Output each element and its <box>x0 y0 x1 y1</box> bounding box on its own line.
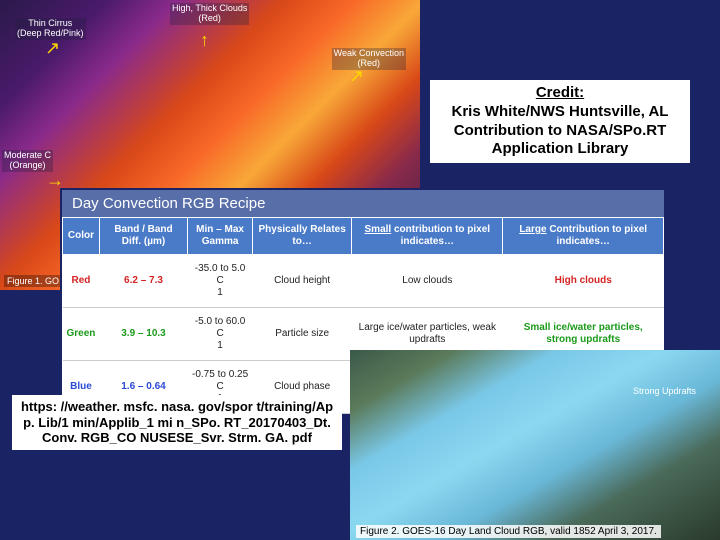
table-cell: -5.0 to 60.0 C1 <box>188 308 253 361</box>
recipe-table-title: Day Convection RGB Recipe <box>62 190 664 217</box>
figure-1-caption: Figure 1. GO <box>4 275 62 287</box>
fig1-annotation-cirrus: Thin Cirrus(Deep Red/Pink) <box>15 18 86 40</box>
table-cell: -35.0 to 5.0 C1 <box>188 255 253 308</box>
figure-2-caption: Figure 2. GOES-16 Day Land Cloud RGB, va… <box>356 525 661 538</box>
credit-line-1: Kris White/NWS Huntsville, AL <box>436 103 684 122</box>
arrow-icon: ↗ <box>349 66 364 87</box>
url-text: https: //weather. msfc. nasa. gov/spor t… <box>12 395 342 450</box>
table-row: Red6.2 – 7.3-35.0 to 5.0 C1Cloud heightL… <box>63 255 664 308</box>
table-header-cell: Color <box>63 218 100 255</box>
table-header-cell: Small contribution to pixel indicates… <box>352 218 503 255</box>
table-header-cell: Large Contribution to pixel indicates… <box>503 218 664 255</box>
table-header-cell: Band / Band Diff. (µm) <box>99 218 187 255</box>
arrow-icon: ↗ <box>45 38 60 59</box>
fig1-annotation-moderate: Moderate C(Orange) <box>2 150 53 172</box>
arrow-icon: ↑ <box>200 30 209 51</box>
credit-line-3: Application Library <box>436 140 684 159</box>
table-cell: Green <box>63 308 100 361</box>
table-cell: High clouds <box>503 255 664 308</box>
table-header-row: ColorBand / Band Diff. (µm)Min – MaxGamm… <box>63 218 664 255</box>
table-cell: 6.2 – 7.3 <box>99 255 187 308</box>
credit-title: Credit: <box>436 84 684 103</box>
table-cell: Red <box>63 255 100 308</box>
table-cell: Cloud height <box>253 255 352 308</box>
table-cell: 3.9 – 10.3 <box>99 308 187 361</box>
credit-box: Credit: Kris White/NWS Huntsville, AL Co… <box>430 80 690 163</box>
table-cell: Particle size <box>253 308 352 361</box>
credit-line-2: Contribution to NASA/SPo.RT <box>436 122 684 141</box>
table-cell: Low clouds <box>352 255 503 308</box>
table-header-cell: Physically Relates to… <box>253 218 352 255</box>
satellite-figure-2: Strong Updrafts Figure 2. GOES-16 Day La… <box>350 350 720 540</box>
fig2-annotation-updrafts: Strong Updrafts <box>633 386 696 396</box>
table-header-cell: Min – MaxGamma <box>188 218 253 255</box>
fig1-annotation-high-thick: High, Thick Clouds(Red) <box>170 3 249 25</box>
fig1-annotation-weak-conv: Weak Convection(Red) <box>332 48 406 70</box>
